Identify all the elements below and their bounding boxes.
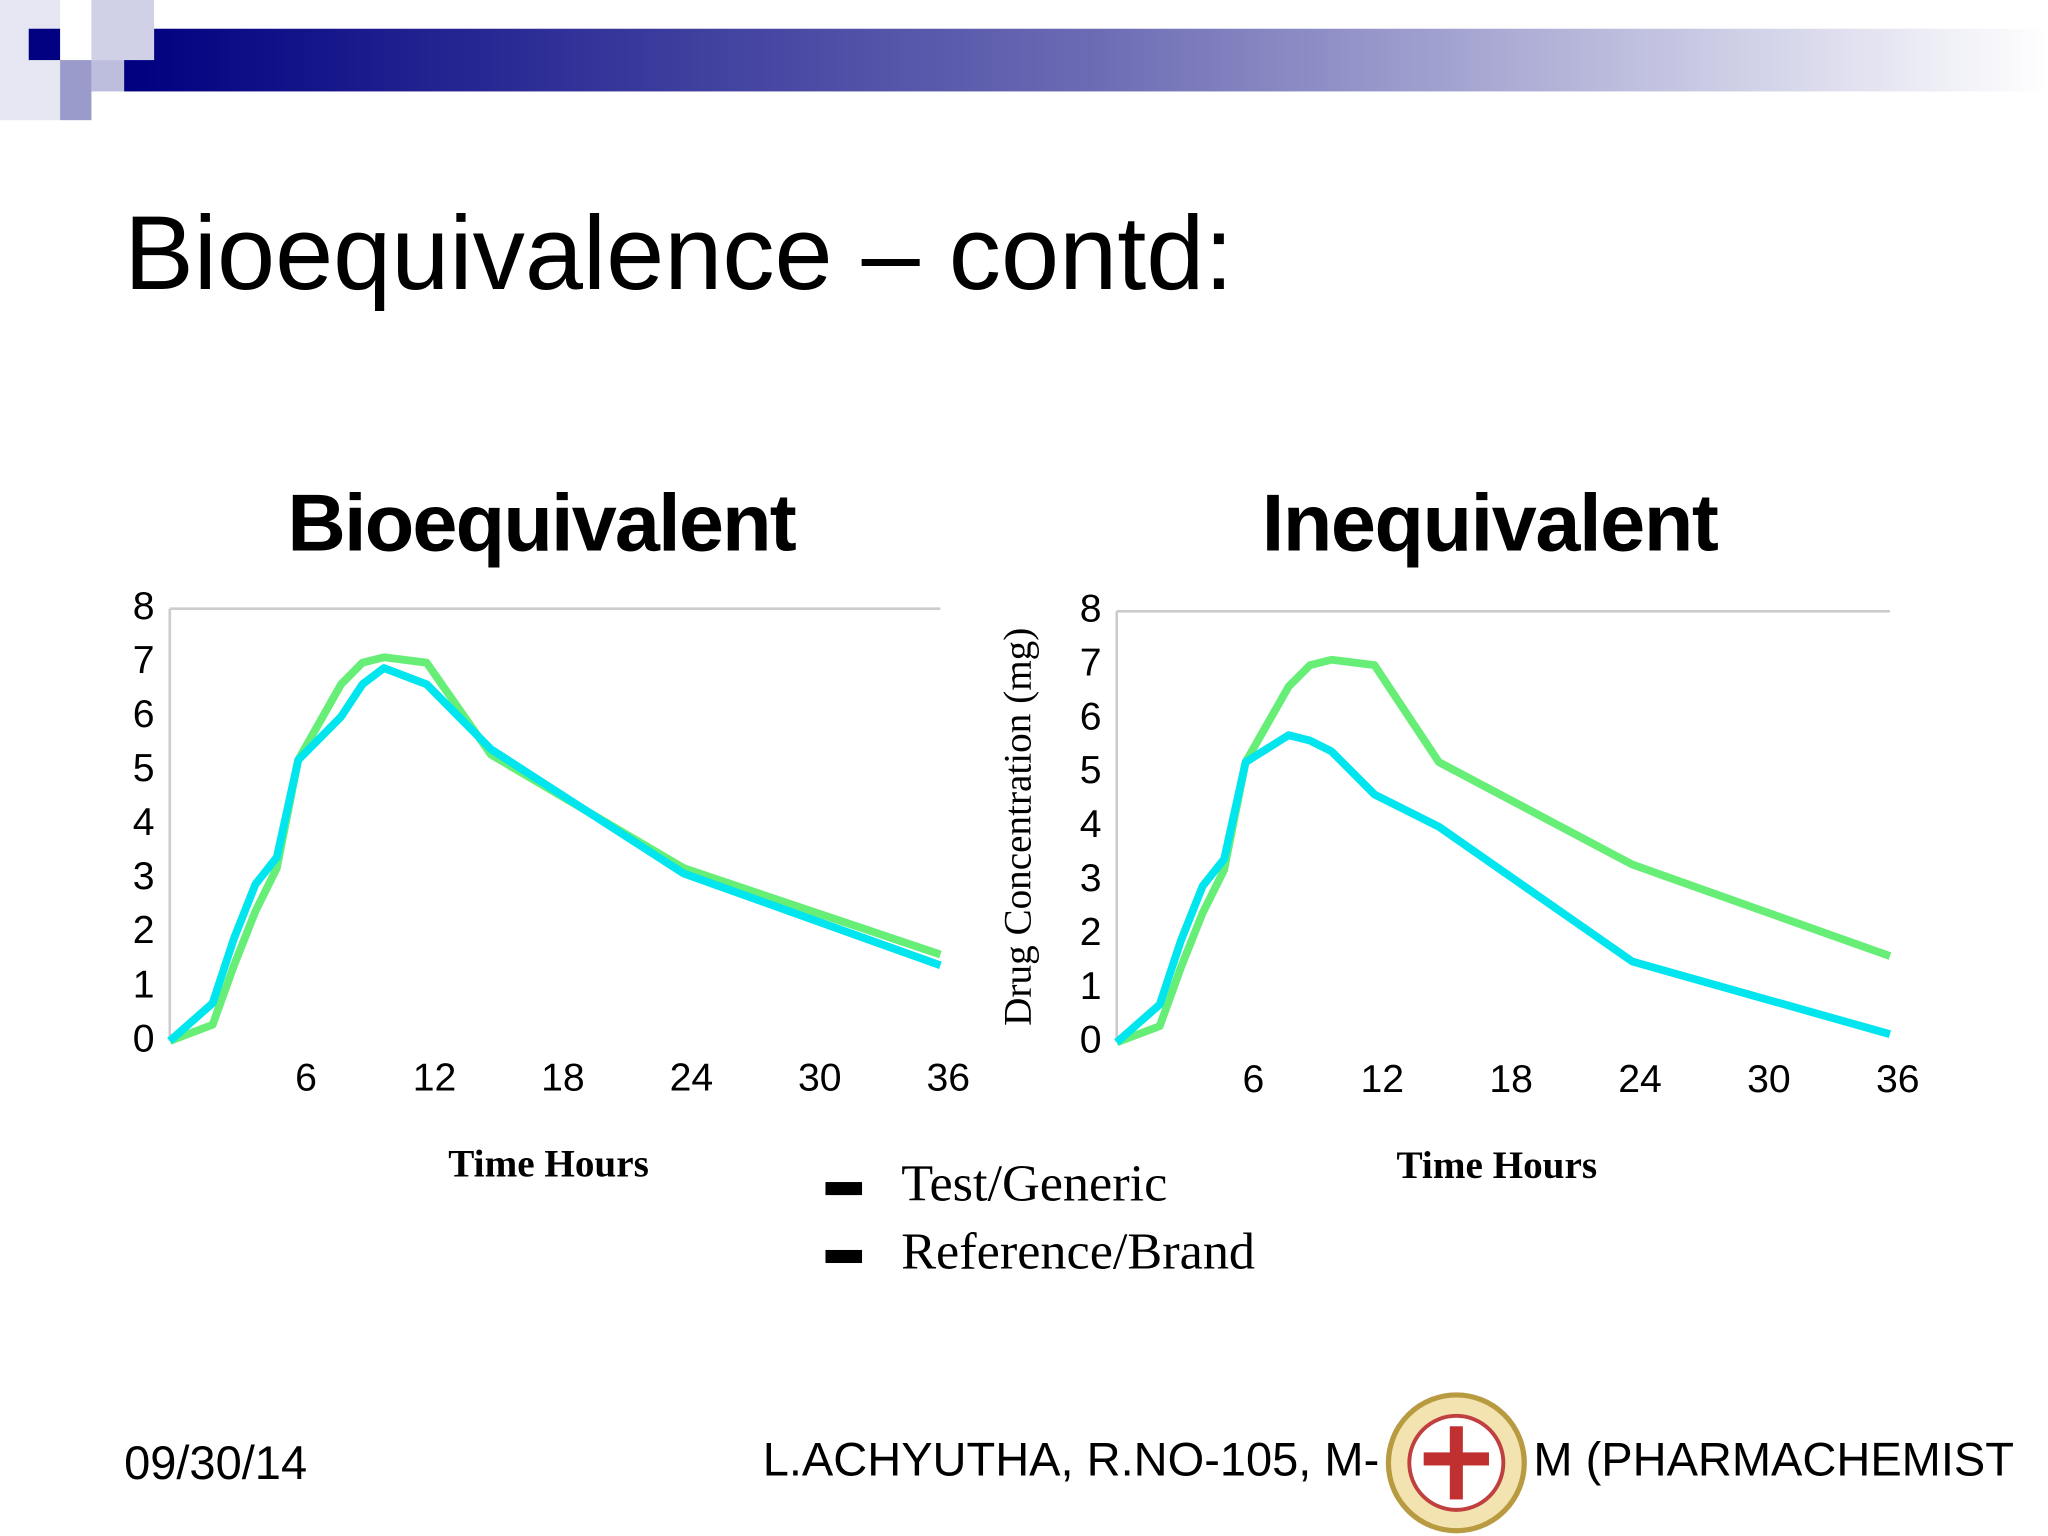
series-line — [168, 653, 942, 1045]
footer-author-rest: M (PHARMACHEMIST — [1533, 1432, 2014, 1485]
series-line — [167, 664, 942, 1044]
y-tick-label: 4 — [133, 801, 155, 844]
y-tick-label: 0 — [1080, 1019, 1102, 1062]
chart-title: Bioequivalent — [287, 478, 796, 568]
series-line — [1115, 655, 1892, 1046]
series-line — [1114, 731, 1892, 1046]
x-tick-label: 36 — [1876, 1058, 1920, 1101]
y-tick-label: 8 — [1080, 588, 1102, 631]
y-tick-label: 4 — [1080, 803, 1102, 846]
y-tick-label: 8 — [133, 585, 155, 628]
legend-label: Reference/Brand — [901, 1222, 1255, 1280]
legend-label: Test/Generic — [901, 1155, 1167, 1213]
x-tick-label: 24 — [670, 1057, 714, 1100]
x-tick-label: 24 — [1618, 1058, 1662, 1101]
y-tick-label: 2 — [133, 909, 155, 952]
x-tick-label: 30 — [1747, 1058, 1791, 1101]
y-tick-label: 5 — [1080, 749, 1102, 792]
x-tick-label: 12 — [1361, 1058, 1405, 1101]
x-tick-label: 18 — [1489, 1058, 1533, 1101]
y-tick-label: 7 — [133, 639, 155, 682]
x-tick-label: 6 — [295, 1057, 317, 1100]
y-tick-label: 0 — [133, 1017, 155, 1060]
legend-swatch — [825, 1182, 863, 1196]
y-tick-label: 1 — [1080, 965, 1102, 1008]
x-tick-label: 6 — [1243, 1058, 1265, 1101]
y-tick-label: 2 — [1080, 911, 1102, 954]
x-tick-label: 36 — [926, 1057, 970, 1100]
y-tick-label: 3 — [1080, 857, 1102, 900]
legend-swatch — [825, 1249, 863, 1264]
x-tick-label: 30 — [798, 1057, 842, 1100]
x-axis-label: Time Hours — [1397, 1144, 1598, 1187]
y-tick-label: 6 — [1080, 695, 1102, 738]
x-axis-label: Time Hours — [448, 1143, 649, 1186]
y-tick-label: 5 — [133, 747, 155, 790]
x-tick-label: 12 — [413, 1057, 457, 1100]
slide-title: Bioequivalence – contd: — [124, 195, 1233, 312]
footer-author: L.ACHYUTHA, R.NO-105, M- — [763, 1432, 1380, 1485]
college-logo — [1385, 1392, 1527, 1534]
header-band — [0, 0, 2048, 121]
x-tick-label: 18 — [541, 1057, 585, 1100]
y-tick-label: 3 — [133, 855, 155, 898]
y-tick-label: 1 — [133, 963, 155, 1006]
y-tick-label: 6 — [133, 693, 155, 736]
y-tick-label: 7 — [1080, 641, 1102, 684]
chart-title: Inequivalent — [1262, 478, 1719, 568]
footer-date: 09/30/14 — [124, 1436, 307, 1489]
y-axis-label: Drug Concentration (mg) — [996, 628, 1039, 1026]
